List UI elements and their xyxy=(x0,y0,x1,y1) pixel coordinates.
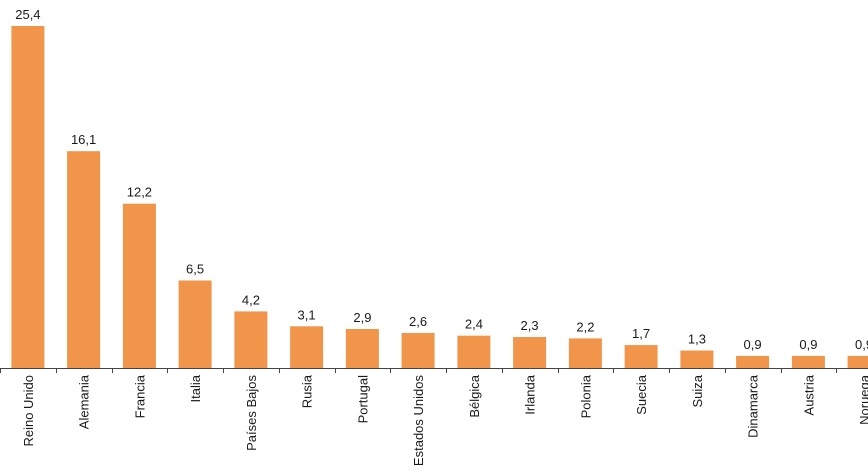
category-label-noruega: Noruega xyxy=(857,374,868,425)
value-label-suecia: 1,7 xyxy=(632,326,650,341)
category-label-italia: Italia xyxy=(188,374,203,402)
bar-rusia xyxy=(290,326,324,368)
category-label-suiza: Suiza xyxy=(690,374,705,407)
bar-paises-bajos xyxy=(234,311,268,368)
value-label-austria: 0,9 xyxy=(799,337,817,352)
bar-austria xyxy=(791,355,825,368)
bar-polonia xyxy=(568,338,602,368)
bar-suiza xyxy=(680,350,714,368)
bars-group xyxy=(11,26,868,368)
bar-reino-unido xyxy=(11,26,45,368)
category-label-dinamarca: Dinamarca xyxy=(746,374,761,438)
value-label-paises-bajos: 4,2 xyxy=(242,292,260,307)
value-label-italia: 6,5 xyxy=(186,262,204,277)
category-label-rusia: Rusia xyxy=(300,374,315,408)
bar-noruega xyxy=(847,355,868,368)
value-label-polonia: 2,2 xyxy=(576,319,594,334)
bar-alemania xyxy=(67,151,101,368)
value-label-francia: 12,2 xyxy=(127,185,152,200)
bar-italia xyxy=(178,280,212,368)
category-label-irlanda: Irlanda xyxy=(523,374,538,415)
category-label-suecia: Suecia xyxy=(634,374,649,415)
bar-belgica xyxy=(457,335,491,368)
bar-portugal xyxy=(345,329,379,368)
value-label-rusia: 3,1 xyxy=(298,307,316,322)
bar-irlanda xyxy=(513,337,547,368)
value-labels-group: 25,4 16,1 12,2 6,5 4,2 3,1 2,9 2,6 2,4 2,3 2,2 1,7 1… xyxy=(15,7,868,352)
value-label-irlanda: 2,3 xyxy=(521,318,539,333)
category-labels-group: Reino Unido Alemania Francia Italia Países B… xyxy=(21,374,868,466)
category-label-paises-bajos: Países Bajos xyxy=(244,375,259,451)
category-label-estados-unidos: Estados Unidos xyxy=(411,375,426,467)
bar-dinamarca xyxy=(736,355,770,368)
value-label-estados-unidos: 2,6 xyxy=(409,314,427,329)
bar-estados-unidos xyxy=(401,333,435,368)
category-label-alemania: Alemania xyxy=(77,374,92,429)
category-label-portugal: Portugal xyxy=(355,375,370,424)
value-label-suiza: 1,3 xyxy=(688,332,706,347)
value-label-reino-unido: 25,4 xyxy=(15,7,40,22)
bar-suecia xyxy=(624,345,658,368)
category-label-francia: Francia xyxy=(132,374,147,418)
category-label-reino-unido: Reino Unido xyxy=(21,375,36,447)
value-label-portugal: 2,9 xyxy=(353,310,371,325)
x-axis-ticks xyxy=(0,368,837,373)
value-label-belgica: 2,4 xyxy=(465,317,483,332)
category-label-polonia: Polonia xyxy=(578,374,593,418)
value-label-noruega: 0,9 xyxy=(855,337,868,352)
category-label-austria: Austria xyxy=(801,374,816,415)
value-label-dinamarca: 0,9 xyxy=(744,337,762,352)
bar-francia xyxy=(122,203,156,368)
category-label-belgica: Bélgica xyxy=(467,374,482,417)
value-label-alemania: 16,1 xyxy=(71,132,96,147)
